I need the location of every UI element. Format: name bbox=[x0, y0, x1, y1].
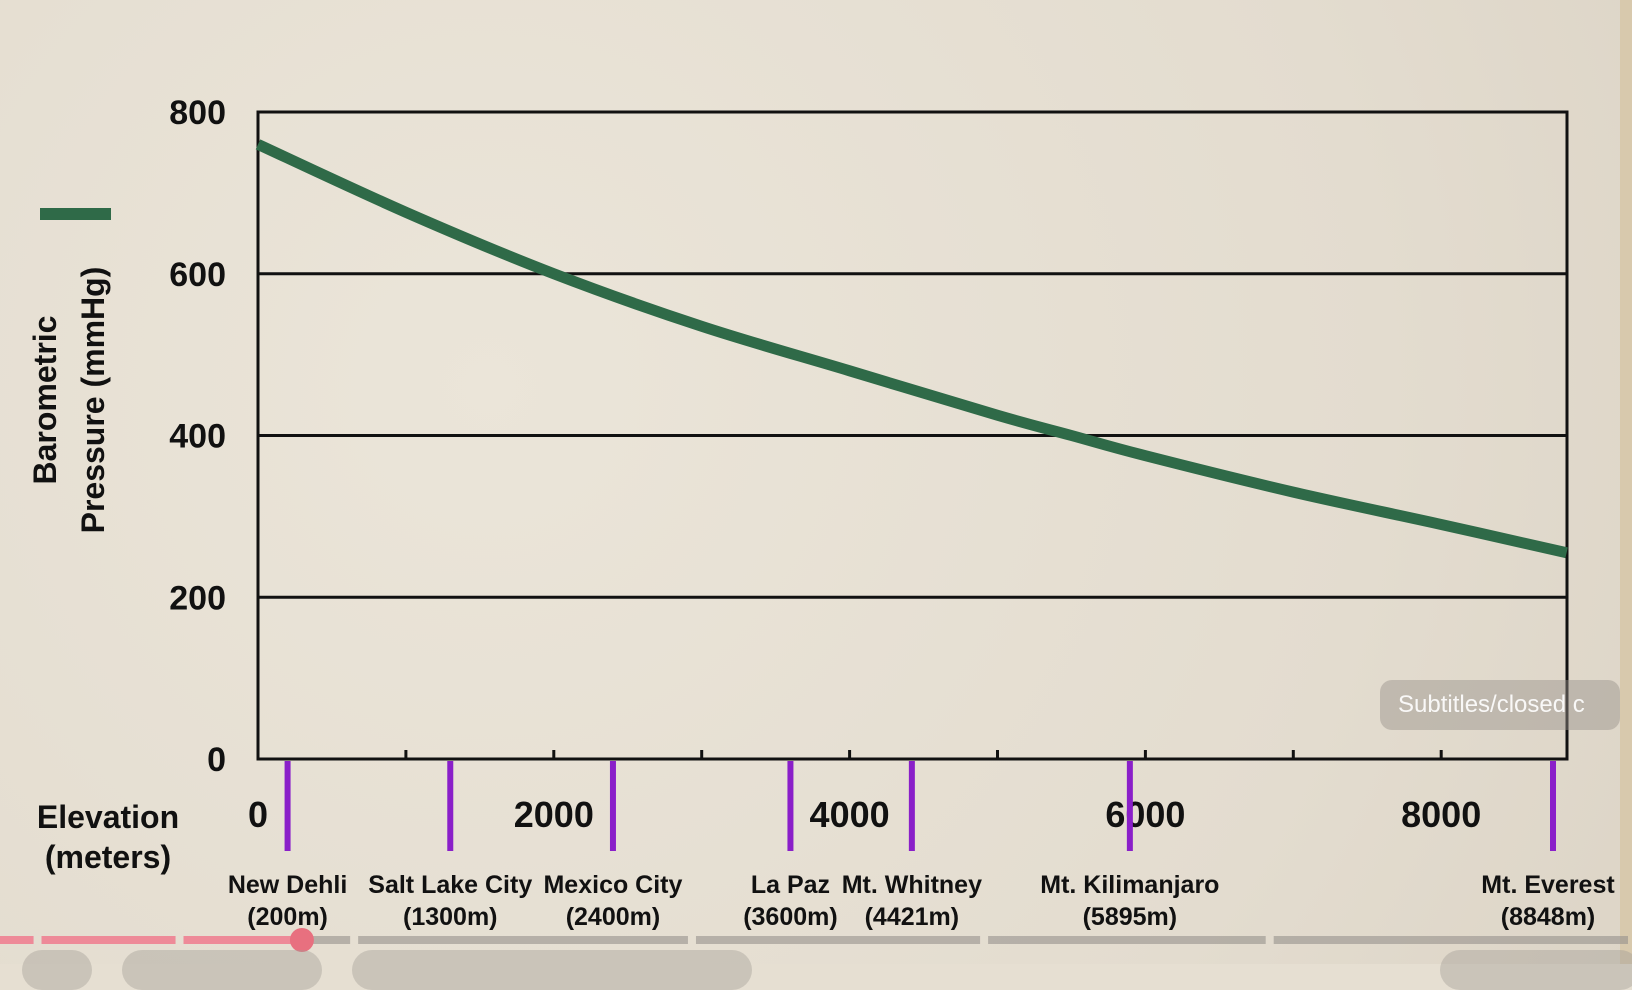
x-axis-label: Elevation bbox=[37, 799, 179, 835]
time-display bbox=[352, 950, 752, 990]
location-elevation: (4421m) bbox=[865, 903, 960, 931]
x-axis-label: (meters) bbox=[45, 839, 171, 875]
progress-scrubber[interactable] bbox=[289, 928, 314, 952]
location-name: Mt. Kilimanjaro bbox=[1040, 871, 1219, 899]
location-name: New Dehli bbox=[228, 871, 347, 899]
location-elevation: (8848m) bbox=[1501, 903, 1596, 931]
y-axis-label: Pressure (mmHg) bbox=[75, 267, 111, 534]
settings-controls[interactable] bbox=[1440, 950, 1632, 990]
y-tick-label: 600 bbox=[169, 256, 226, 294]
location-name: La Paz bbox=[751, 871, 830, 899]
pressure-line bbox=[255, 139, 1568, 559]
location-elevation: (2400m) bbox=[566, 903, 661, 931]
x-tick-label: 4000 bbox=[810, 794, 890, 835]
video-edge bbox=[1620, 0, 1632, 964]
subtitles-tooltip: Subtitles/closed c bbox=[1380, 680, 1620, 730]
location-name: Mt. Everest bbox=[1481, 871, 1615, 899]
slide-background bbox=[0, 0, 1632, 964]
location-name: Salt Lake City bbox=[368, 871, 532, 899]
location-elevation: (200m) bbox=[247, 903, 328, 931]
y-axis-label: Barometric bbox=[27, 316, 63, 485]
y-tick-label: 800 bbox=[169, 94, 226, 132]
x-tick-label: 0 bbox=[248, 794, 268, 835]
location-elevation: (1300m) bbox=[403, 903, 498, 931]
volume-control[interactable] bbox=[122, 950, 322, 990]
play-button[interactable] bbox=[22, 950, 92, 990]
plot-frame bbox=[256, 110, 1569, 761]
x-tick-label: 6000 bbox=[1105, 794, 1185, 835]
location-name: Mexico City bbox=[543, 871, 682, 899]
location-name: Mt. Whitney bbox=[842, 871, 982, 899]
location-elevation: (3600m) bbox=[743, 903, 838, 931]
y-tick-label: 0 bbox=[207, 741, 226, 779]
location-elevation: (5895m) bbox=[1083, 903, 1178, 931]
y-tick-label: 400 bbox=[169, 418, 226, 456]
x-tick-label: 2000 bbox=[514, 794, 594, 835]
x-tick-label: 8000 bbox=[1401, 794, 1481, 835]
y-tick-label: 200 bbox=[169, 579, 226, 617]
